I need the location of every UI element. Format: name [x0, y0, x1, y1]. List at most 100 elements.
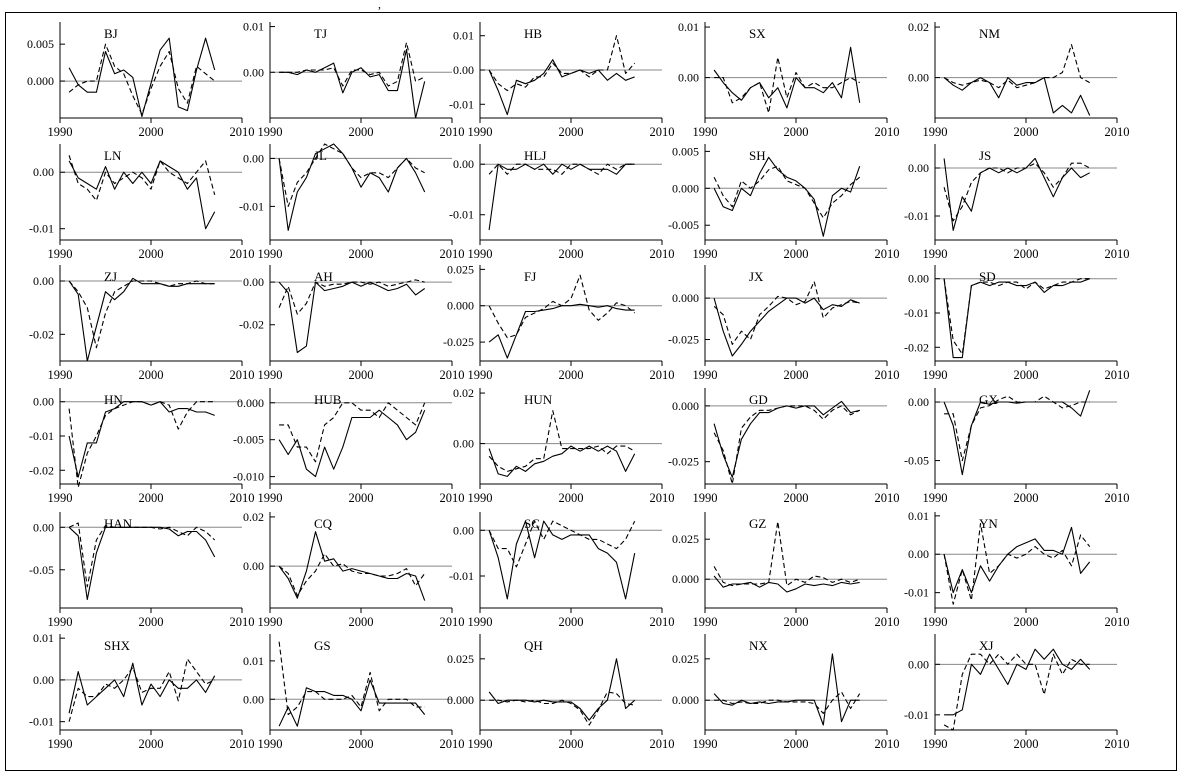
- series-dashed-line: [68, 401, 215, 488]
- panel-title: SX: [749, 26, 766, 41]
- x-tick-label: 2000: [349, 491, 374, 505]
- y-tick-label: -0.02: [29, 327, 54, 341]
- panel-gx: 0.00 -0.05 1990 2000 2010 GX: [904, 388, 1130, 505]
- panel-title: YN: [979, 516, 998, 531]
- y-tick-label: 0.000: [672, 399, 699, 413]
- y-tick-label: 0.00: [243, 559, 264, 573]
- y-tick-label: 0.01: [243, 20, 264, 34]
- x-tick-label: 2010: [230, 247, 255, 261]
- x-tick-label: 2000: [349, 737, 374, 751]
- x-tick-label: 1990: [923, 737, 948, 751]
- y-tick-label: 0.00: [243, 65, 264, 79]
- panel-title: SD: [979, 269, 996, 284]
- y-tick-label: 0.025: [447, 262, 474, 276]
- x-tick-label: 2000: [784, 491, 809, 505]
- y-tick-label: -0.025: [668, 455, 699, 469]
- series-dashed-line: [943, 653, 1090, 731]
- x-tick-label: 2000: [139, 368, 164, 382]
- y-tick-label: 0.00: [678, 71, 699, 85]
- x-tick-label: 2000: [139, 491, 164, 505]
- x-tick-label: 1990: [693, 737, 718, 751]
- x-tick-label: 2010: [440, 247, 465, 261]
- panel-hb: 0.01 0.00 -0.01 1990 2000 2010 HB: [449, 22, 675, 139]
- x-tick-label: 1990: [468, 491, 493, 505]
- panel-sc: 0.00 -0.01 1990 2000 2010 SC: [449, 512, 675, 629]
- y-tick-label: -0.02: [239, 318, 264, 332]
- panel-hlj: 0.00 -0.01 1990 2000 2010 HLJ: [449, 144, 675, 261]
- series-solid-line: [943, 526, 1091, 594]
- y-tick-label: 0.00: [243, 692, 264, 706]
- y-tick-label: 0.00: [33, 165, 54, 179]
- y-tick-label: -0.01: [29, 222, 54, 236]
- y-tick-label: 0.01: [243, 654, 264, 668]
- x-tick-label: 1990: [468, 368, 493, 382]
- series-solid-line: [68, 662, 216, 714]
- series-solid-line: [68, 277, 215, 362]
- panel-title: ZJ: [104, 269, 117, 284]
- series-dashed-line: [943, 278, 1090, 355]
- x-tick-label: 2000: [349, 368, 374, 382]
- panel-title: TJ: [314, 26, 327, 41]
- x-tick-label: 2010: [1105, 737, 1130, 751]
- panel-qh: 0.025 0.000 1990 2000 2010 QH: [447, 634, 675, 751]
- panel-title: HUN: [524, 392, 553, 407]
- panel-title: XJ: [979, 638, 993, 653]
- x-tick-label: 2010: [440, 368, 465, 382]
- x-tick-label: 2000: [139, 737, 164, 751]
- series-solid-line: [944, 648, 1091, 716]
- y-tick-label: -0.05: [29, 563, 54, 577]
- x-tick-label: 2010: [230, 125, 255, 139]
- panel-bj: 0.005 0.000 1990 2000 2010 BJ: [27, 22, 255, 139]
- series-dashed-line: [943, 162, 1090, 222]
- panel-cq: 0.02 0.00 1990 2000 2010 CQ: [243, 510, 465, 629]
- y-tick-label: -0.01: [29, 715, 54, 729]
- x-tick-label: 2010: [875, 125, 900, 139]
- series-solid-line: [713, 156, 861, 237]
- x-tick-label: 1990: [48, 615, 73, 629]
- y-tick-label: 0.00: [243, 275, 264, 289]
- x-tick-label: 2010: [230, 368, 255, 382]
- panel-fj: 0.025 0.000 -0.025 1990 2000 2010 FJ: [443, 262, 675, 382]
- series-solid-line: [68, 401, 215, 478]
- x-tick-label: 2010: [230, 491, 255, 505]
- panel-han: 0.00 -0.05 1990 2000 2010 HAN: [29, 512, 255, 629]
- x-tick-label: 2000: [139, 615, 164, 629]
- y-tick-label: 0.005: [27, 37, 54, 51]
- series-solid-line: [713, 653, 860, 726]
- panel-title: SC: [524, 516, 540, 531]
- series-solid-line: [943, 390, 1091, 476]
- x-tick-label: 2000: [1014, 247, 1039, 261]
- y-tick-label: 0.00: [33, 520, 54, 534]
- x-tick-label: 1990: [693, 491, 718, 505]
- series-solid-line: [713, 575, 860, 593]
- x-tick-label: 1990: [48, 737, 73, 751]
- y-tick-label: 0.01: [678, 20, 699, 34]
- y-tick-label: 0.00: [453, 523, 474, 537]
- panel-title: HLJ: [524, 148, 546, 163]
- x-tick-label: 2000: [1014, 615, 1039, 629]
- x-tick-label: 1990: [258, 125, 283, 139]
- y-tick-label: -0.005: [668, 218, 699, 232]
- x-tick-label: 2000: [559, 125, 584, 139]
- panel-xj: 0.00 -0.01 1990 2000 2010 XJ: [904, 634, 1130, 751]
- panel-title: AH: [314, 269, 333, 284]
- x-tick-label: 1990: [48, 368, 73, 382]
- series-dashed-line: [278, 641, 425, 716]
- y-tick-label: 0.02: [243, 510, 264, 524]
- series-solid-line: [943, 278, 1090, 359]
- y-tick-label: 0.02: [453, 386, 474, 400]
- x-tick-label: 1990: [258, 737, 283, 751]
- x-tick-label: 2000: [349, 615, 374, 629]
- panel-ah: 0.00 -0.02 1990 2000 2010 AH: [239, 265, 465, 382]
- x-tick-label: 1990: [693, 247, 718, 261]
- y-tick-label: -0.01: [239, 199, 264, 213]
- y-tick-label: 0.000: [672, 572, 699, 586]
- x-tick-label: 2000: [139, 247, 164, 261]
- y-tick-label: -0.025: [443, 335, 474, 349]
- series-solid-line: [278, 281, 426, 354]
- y-tick-label: 0.00: [243, 151, 264, 165]
- y-tick-label: 0.00: [453, 437, 474, 451]
- y-tick-label: 0.000: [447, 299, 474, 313]
